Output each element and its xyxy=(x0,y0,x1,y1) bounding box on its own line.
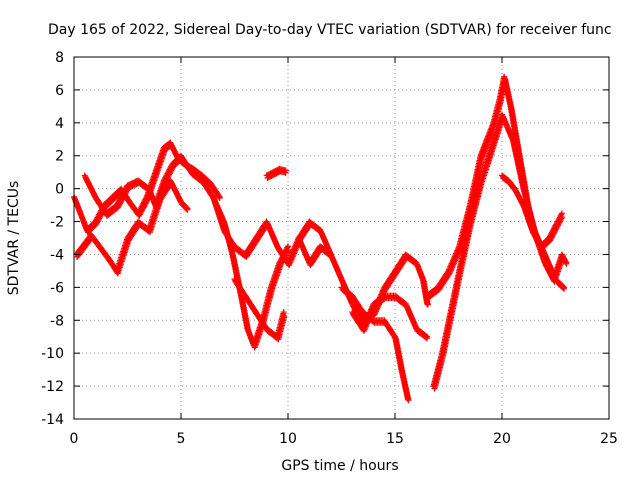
x-axis-label: GPS time / hours xyxy=(281,458,398,474)
plot-frame xyxy=(73,56,610,420)
y-tick-label: -8 xyxy=(50,313,64,329)
series-track-5 xyxy=(231,276,288,343)
y-tick-label: 8 xyxy=(55,50,64,66)
y-axis-label: SDTVAR / TECUs xyxy=(6,181,22,296)
data-point-marker xyxy=(282,167,289,174)
y-tick-label: 4 xyxy=(55,116,64,132)
series-track-6 xyxy=(263,165,289,181)
data-point-marker xyxy=(561,284,568,291)
data-point-marker xyxy=(404,396,411,403)
y-tick-label: 0 xyxy=(55,182,64,198)
chart-title: Day 165 of 2022, Sidereal Day-to-day VTE… xyxy=(48,22,612,38)
y-tick-label: -4 xyxy=(50,247,64,263)
series-track-11 xyxy=(430,111,567,392)
x-tick-label: 10 xyxy=(279,431,297,447)
data-point-marker xyxy=(558,210,565,217)
x-tick-label: 20 xyxy=(493,431,511,447)
x-tick-label: 15 xyxy=(386,431,404,447)
series-track-8 xyxy=(338,284,412,404)
y-tick-label: 6 xyxy=(55,83,64,99)
data-point-marker xyxy=(216,193,223,200)
series-track-12 xyxy=(499,172,566,252)
series-track-9 xyxy=(349,292,430,342)
data-point-marker xyxy=(280,309,287,316)
y-tick-label: -10 xyxy=(41,346,64,362)
x-tick-label: 25 xyxy=(600,431,618,447)
y-axis-ticks: -14 -12 -10 -8 -6 -4 -2 0 2 4 6 8 xyxy=(41,50,609,428)
data-points xyxy=(71,73,570,404)
data-point-marker xyxy=(563,259,570,266)
x-axis-ticks: 0 5 10 15 20 25 xyxy=(70,57,618,447)
y-tick-label: -12 xyxy=(41,379,64,395)
data-point-marker xyxy=(285,243,291,250)
data-point-marker xyxy=(424,301,431,308)
data-point-marker xyxy=(424,333,431,340)
x-tick-label: 0 xyxy=(70,431,79,447)
grid-lines xyxy=(74,57,609,419)
x-tick-label: 5 xyxy=(177,431,186,447)
data-point-marker xyxy=(405,397,412,404)
y-tick-label: -2 xyxy=(50,215,64,231)
y-tick-label: -6 xyxy=(50,280,64,296)
y-tick-label: 2 xyxy=(55,149,64,165)
data-point-marker xyxy=(424,300,431,307)
y-tick-label: -14 xyxy=(41,412,64,428)
data-point-marker xyxy=(184,205,191,212)
